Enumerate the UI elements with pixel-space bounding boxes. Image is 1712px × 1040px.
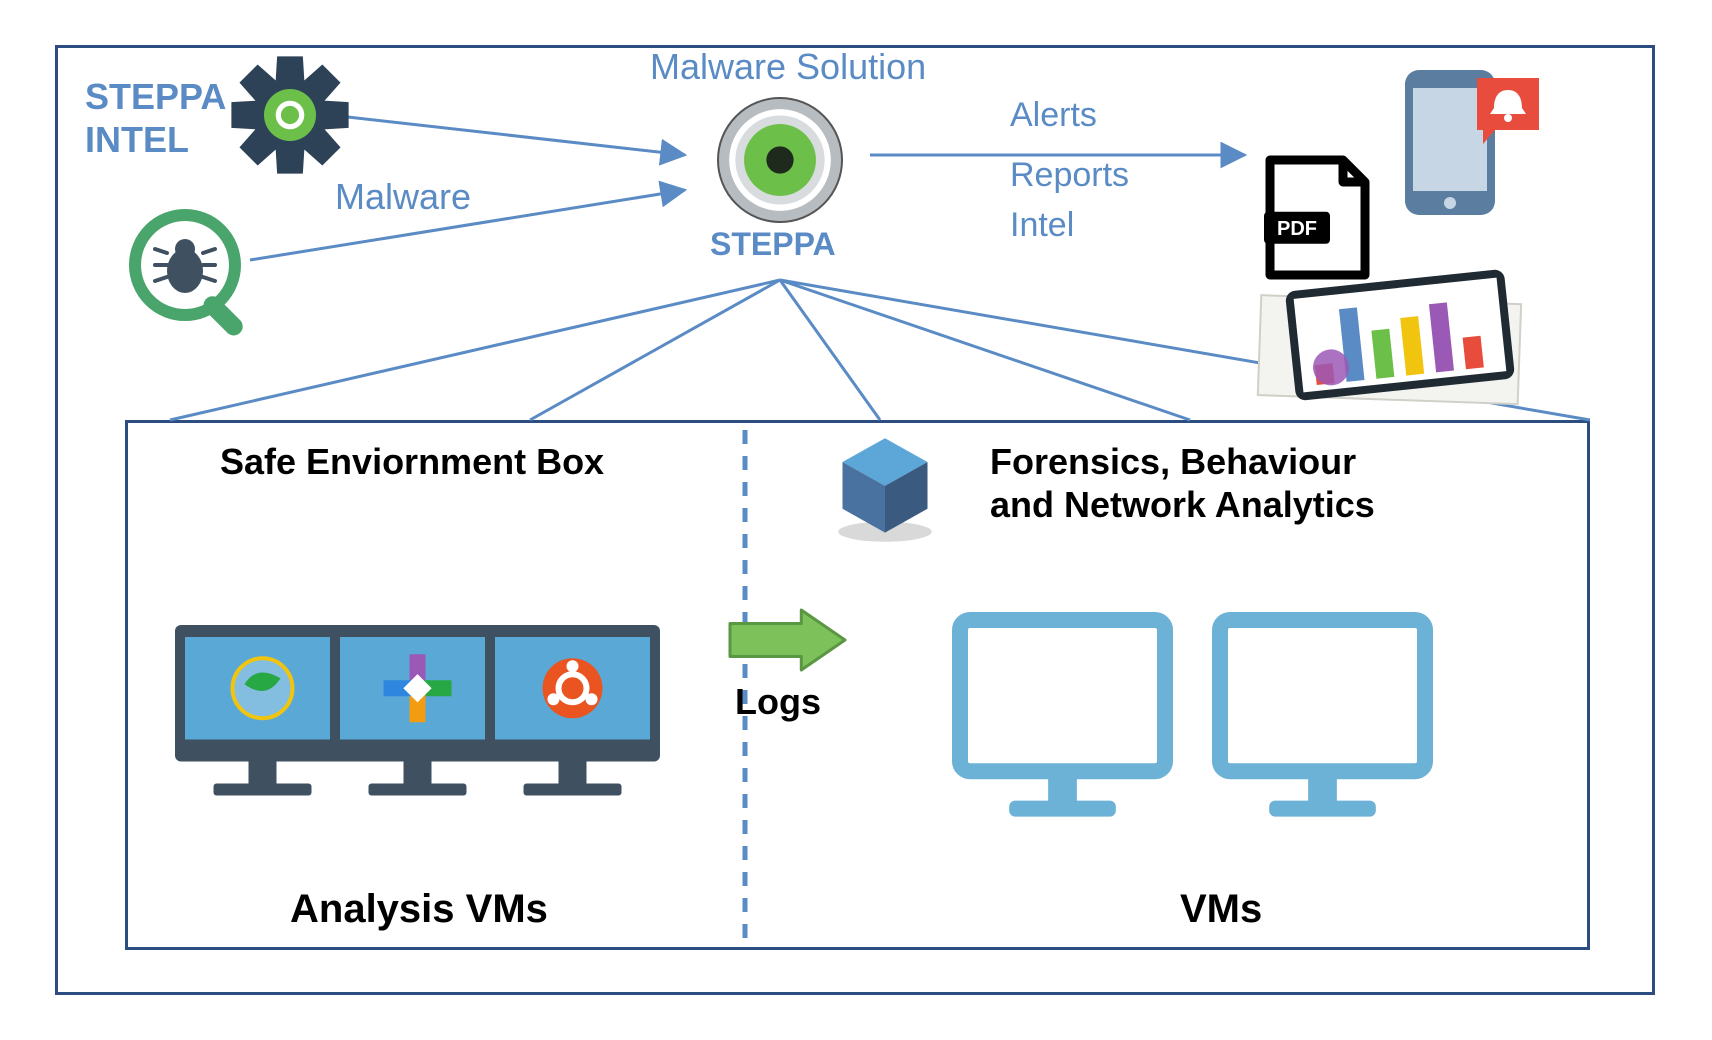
label-intel: Intel [1010,205,1074,246]
label-forensics: Forensics, Behaviour and Network Analyti… [990,440,1375,526]
label-safe-env: Safe Enviornment Box [220,440,604,483]
label-analysis-vms: Analysis VMs [290,885,548,933]
label-alerts: Alerts [1010,95,1097,136]
label-logs: Logs [735,680,821,723]
diagram-canvas: STEPPA INTEL Malware Malware Solution ST… [0,0,1712,1040]
label-malware-solution: Malware Solution [650,45,926,88]
label-reports: Reports [1010,155,1129,196]
label-steppa: STEPPA [710,225,836,263]
label-malware: Malware [335,175,471,218]
label-vms: VMs [1180,885,1262,933]
label-steppa-intel: STEPPA INTEL [85,75,226,161]
